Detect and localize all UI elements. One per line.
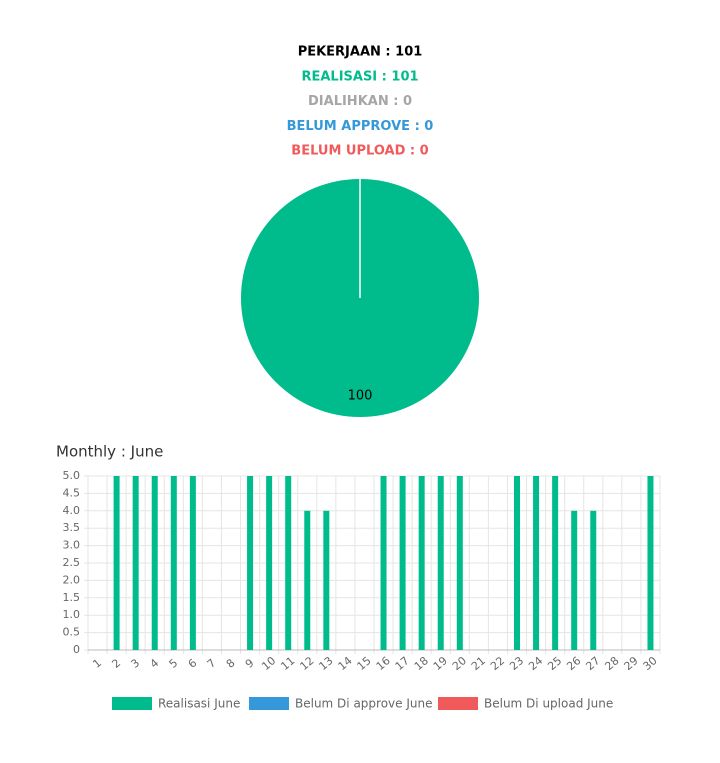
bar (151, 476, 158, 650)
summary-line: BELUM APPROVE : 0 (287, 119, 434, 134)
bar (456, 476, 463, 650)
y-tick-label: 2.5 (63, 556, 81, 569)
y-tick-label: 1.0 (63, 608, 81, 621)
summary-line: PEKERJAAN : 101 (298, 45, 423, 60)
x-tick-label: 6 (186, 656, 200, 670)
x-tick-label: 15 (355, 654, 374, 673)
bar (113, 476, 120, 650)
chart-title: Monthly : June (56, 443, 163, 461)
summary-line: BELUM UPLOAD : 0 (291, 144, 428, 159)
x-tick-label: 29 (622, 654, 641, 673)
x-tick-label: 1 (90, 656, 104, 670)
bar (590, 510, 597, 650)
x-tick-label: 21 (469, 654, 488, 673)
legend-swatch (249, 697, 289, 710)
summary-line: DIALIHKAN : 0 (308, 94, 412, 109)
legend-swatch (438, 697, 478, 710)
x-tick-label: 23 (507, 654, 526, 673)
x-tick-label: 9 (243, 656, 257, 670)
x-tick-label: 22 (488, 654, 507, 673)
x-tick-label: 12 (297, 654, 316, 673)
bar (170, 476, 177, 650)
bar (533, 476, 540, 650)
bar (437, 476, 444, 650)
x-tick-label: 14 (336, 654, 355, 673)
bar (323, 510, 330, 650)
bar (514, 476, 520, 650)
x-tick-label: 24 (526, 654, 545, 673)
y-tick-label: 5.0 (63, 469, 81, 482)
bar (418, 476, 425, 650)
summary-line: REALISASI : 101 (301, 69, 418, 84)
y-tick-label: 4.5 (63, 486, 81, 499)
bar (571, 510, 578, 650)
bar (247, 476, 254, 650)
y-tick-label: 4.0 (63, 504, 81, 517)
x-tick-label: 27 (583, 654, 602, 673)
legend-label: Realisasi June (158, 697, 240, 711)
bar (399, 476, 406, 650)
pie-label: 100 (348, 389, 373, 404)
x-tick-label: 25 (545, 654, 564, 673)
x-tick-label: 20 (450, 654, 469, 673)
y-tick-label: 2.0 (63, 573, 81, 586)
legend-label: Belum Di upload June (484, 697, 613, 711)
bar (132, 476, 139, 650)
bar (552, 476, 559, 650)
bar (189, 476, 196, 650)
legend-label: Belum Di approve June (295, 697, 432, 711)
x-tick-label: 18 (412, 654, 431, 673)
y-tick-label: 0 (73, 643, 80, 656)
x-tick-label: 11 (278, 654, 297, 673)
y-tick-label: 1.5 (63, 591, 81, 604)
x-tick-label: 30 (641, 654, 660, 673)
x-tick-label: 26 (564, 654, 583, 673)
x-tick-label: 3 (128, 656, 142, 670)
y-tick-label: 3.0 (63, 539, 81, 552)
x-tick-label: 28 (602, 654, 621, 673)
x-tick-label: 5 (167, 656, 181, 670)
x-tick-label: 13 (316, 654, 335, 673)
bar (304, 510, 311, 650)
bar (647, 476, 654, 650)
x-tick-label: 7 (205, 656, 219, 670)
bar (285, 476, 292, 650)
y-tick-label: 3.5 (63, 521, 81, 534)
x-tick-label: 19 (431, 654, 450, 673)
bar (266, 476, 273, 650)
x-tick-label: 17 (393, 654, 412, 673)
x-tick-label: 8 (224, 656, 238, 670)
bar (380, 476, 387, 650)
x-tick-label: 4 (148, 656, 162, 670)
y-tick-label: 0.5 (63, 626, 81, 639)
x-tick-label: 16 (374, 654, 393, 673)
legend-swatch (112, 697, 152, 710)
x-tick-label: 2 (109, 656, 123, 670)
x-tick-label: 10 (259, 654, 278, 673)
